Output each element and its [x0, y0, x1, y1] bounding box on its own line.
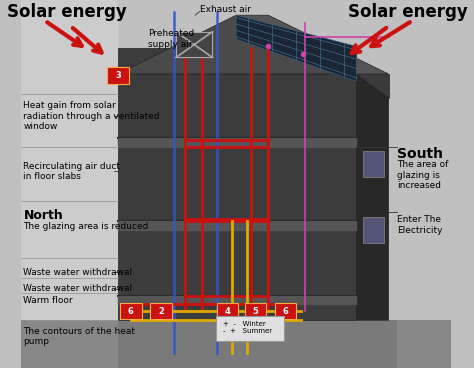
FancyBboxPatch shape	[275, 302, 296, 319]
Text: Enter The
Electricity: Enter The Electricity	[397, 216, 443, 235]
Text: 3: 3	[115, 71, 121, 80]
Text: Heat gain from solar
radiation through a ventilated
window: Heat gain from solar radiation through a…	[23, 101, 160, 131]
Text: 4: 4	[225, 307, 230, 315]
Text: Waste water withdrawal: Waste water withdrawal	[23, 268, 133, 277]
FancyBboxPatch shape	[107, 67, 129, 84]
Bar	[21, 320, 451, 368]
FancyBboxPatch shape	[245, 302, 266, 319]
Bar	[363, 217, 384, 243]
Bar	[21, 0, 118, 368]
Text: Preheated
supply air: Preheated supply air	[148, 29, 194, 49]
Text: Warm floor: Warm floor	[23, 296, 73, 304]
Text: The contours of the heat
pump: The contours of the heat pump	[23, 327, 136, 346]
Text: North: North	[23, 209, 63, 222]
Bar	[118, 320, 397, 368]
Text: Solar energy: Solar energy	[348, 3, 468, 21]
Polygon shape	[356, 74, 389, 320]
Bar	[118, 48, 356, 320]
Polygon shape	[236, 15, 389, 74]
Text: 2: 2	[158, 307, 164, 315]
Bar	[363, 151, 384, 177]
Text: South: South	[397, 148, 443, 162]
Text: The glazing area is reduced: The glazing area is reduced	[23, 222, 149, 231]
Polygon shape	[356, 74, 389, 98]
Text: Waste water withdrawal: Waste water withdrawal	[23, 284, 133, 294]
FancyBboxPatch shape	[150, 302, 172, 319]
Text: 6: 6	[283, 307, 288, 315]
FancyBboxPatch shape	[120, 302, 142, 319]
FancyBboxPatch shape	[217, 302, 238, 319]
Polygon shape	[118, 296, 356, 304]
Bar	[176, 32, 212, 57]
Polygon shape	[236, 15, 356, 81]
Polygon shape	[118, 221, 356, 230]
Text: 6: 6	[128, 307, 134, 315]
Text: -  +   Summer: - + Summer	[223, 328, 273, 334]
Text: The area of
glazing is
increased: The area of glazing is increased	[397, 160, 448, 190]
Text: Solar energy: Solar energy	[7, 3, 126, 21]
Polygon shape	[118, 138, 356, 148]
Text: Exhaust air: Exhaust air	[200, 5, 251, 14]
FancyBboxPatch shape	[216, 316, 284, 341]
Text: 5: 5	[253, 307, 258, 315]
Text: Recirculating air duct
in floor slabs: Recirculating air duct in floor slabs	[23, 162, 120, 181]
Polygon shape	[118, 15, 356, 74]
Text: +  -   Winter: + - Winter	[223, 321, 266, 327]
